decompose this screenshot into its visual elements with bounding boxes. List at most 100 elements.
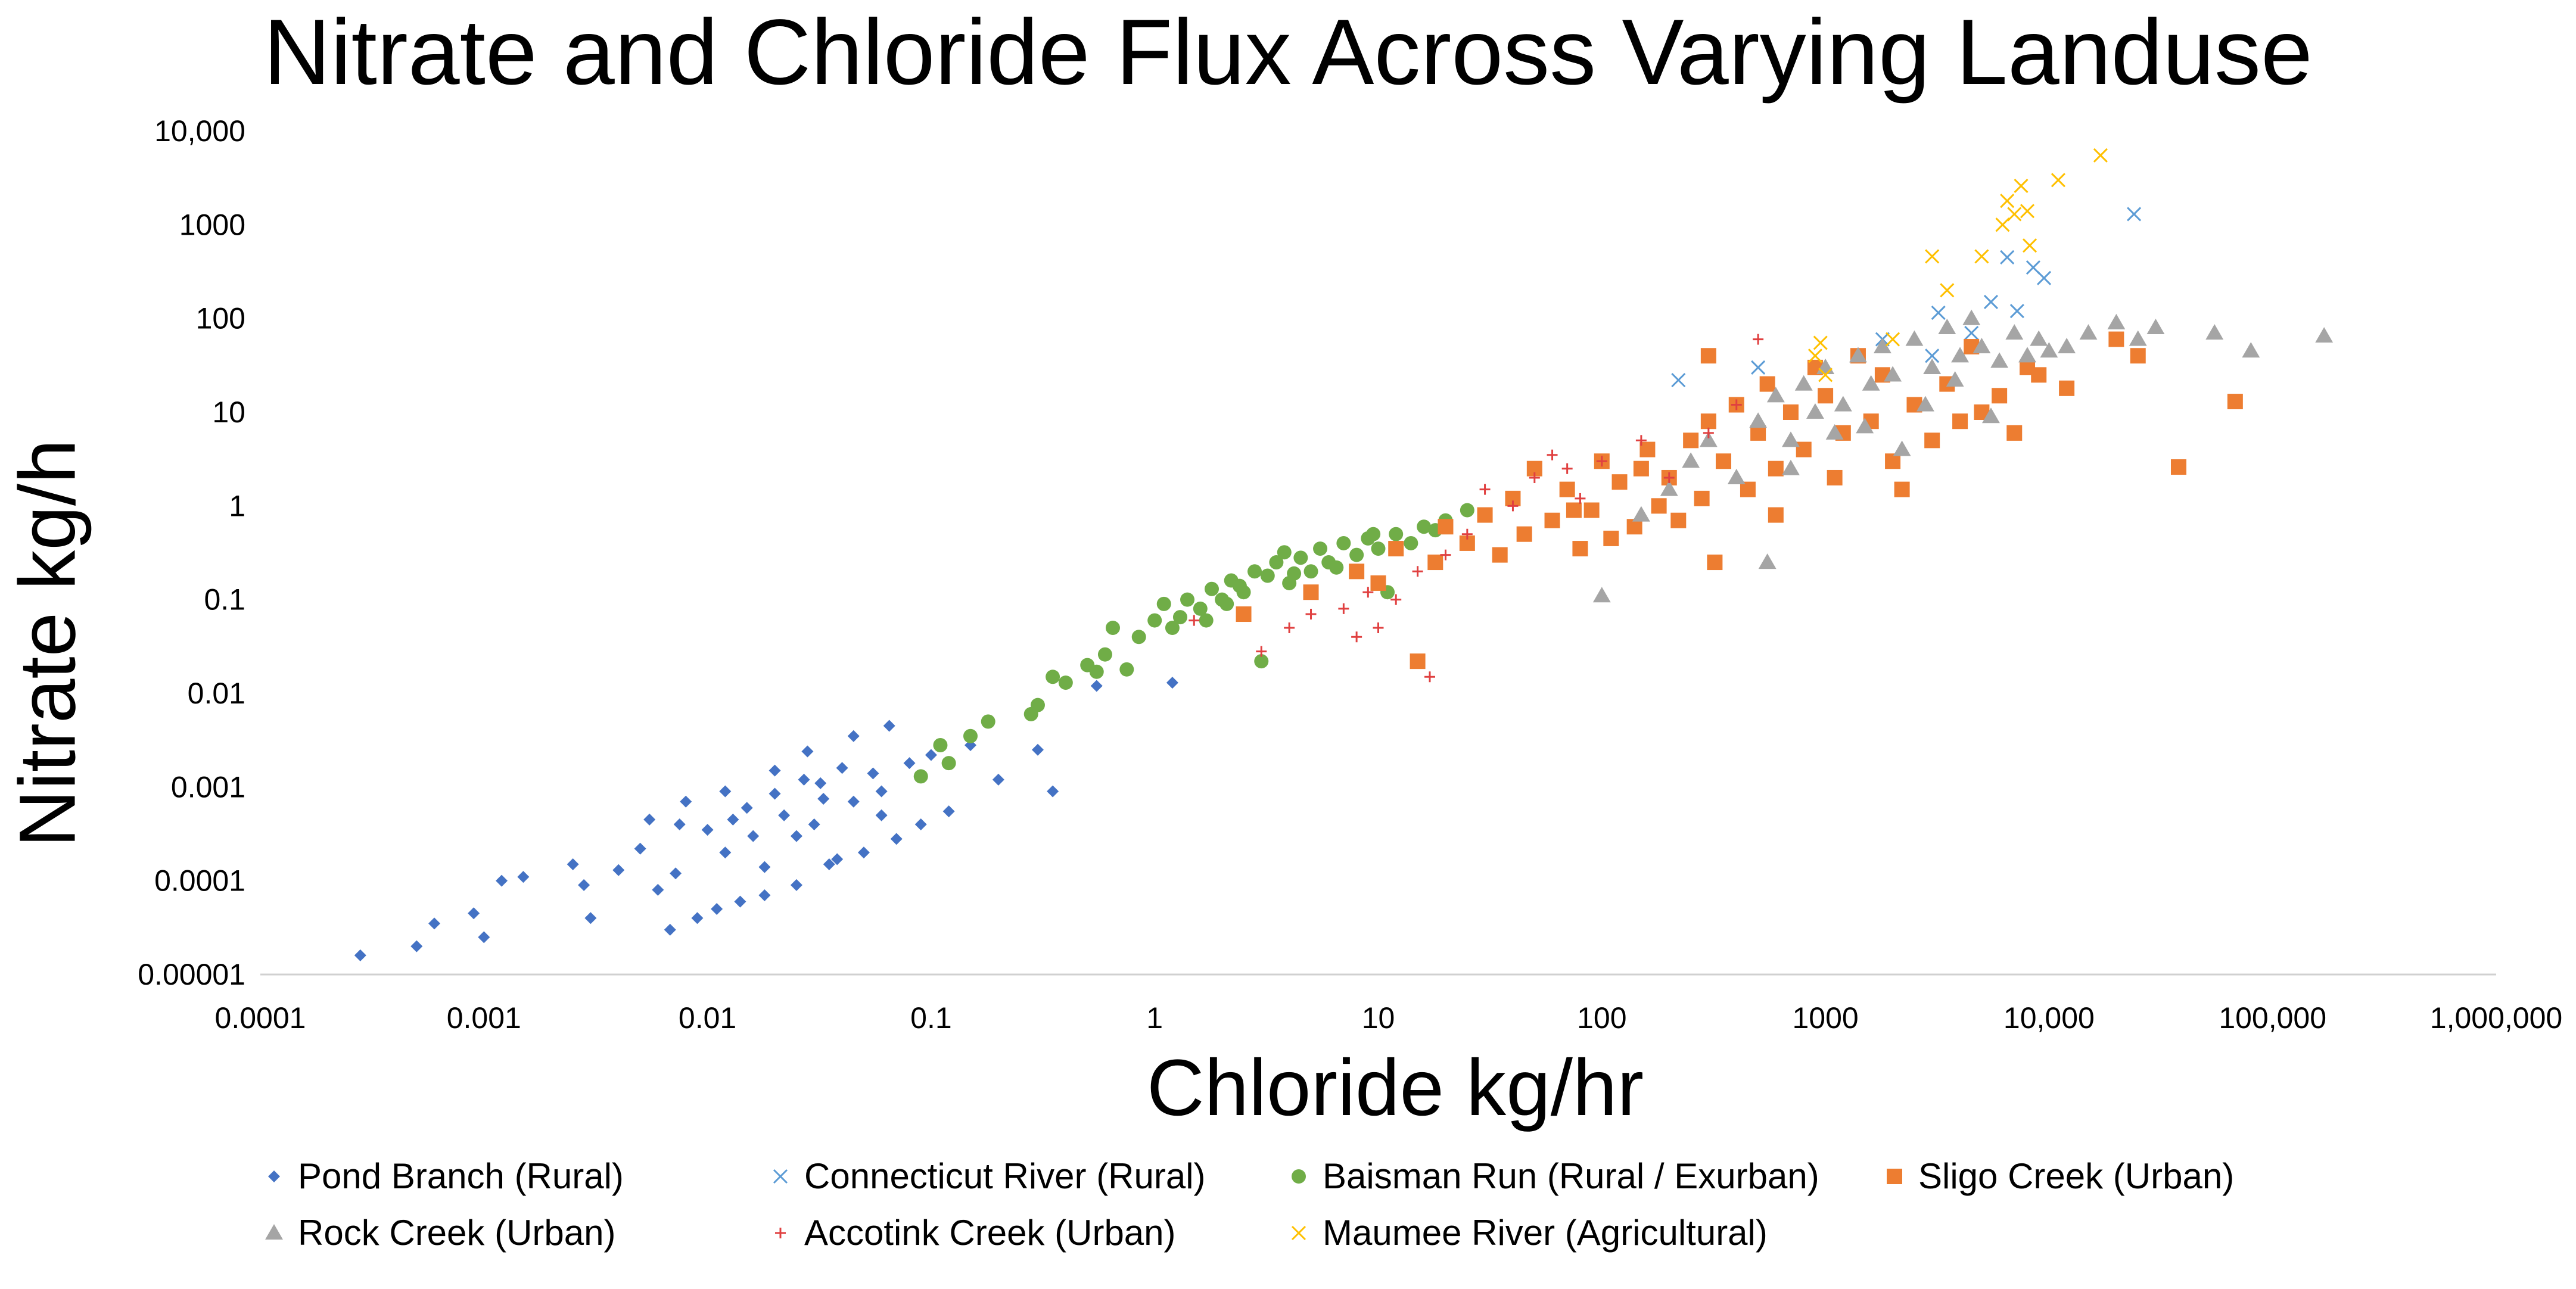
data-point (1952, 413, 1968, 429)
data-point (941, 756, 956, 771)
data-point (1492, 547, 1508, 563)
data-point (567, 858, 579, 870)
data-point (2315, 327, 2334, 343)
data-point (857, 846, 870, 859)
data-point (2031, 367, 2047, 383)
legend-marker-shape (1887, 1168, 1902, 1184)
data-point (1205, 581, 1219, 596)
data-point (1782, 404, 1799, 420)
data-point (925, 749, 937, 761)
plot-area: 0.0001 0.001 0.01 0.1 1 10 100 1000 10,000 100,00… (138, 114, 2562, 1035)
data-point (1992, 388, 2008, 404)
data-point (1923, 358, 1942, 374)
legend-marker (1292, 1169, 1306, 1184)
legend-item: Maumee River (Agricultural) (1281, 1212, 1768, 1253)
legend-item: Rock Creek (Urban) (256, 1212, 615, 1253)
data-point (1460, 503, 1474, 518)
data-point (1566, 502, 1582, 518)
legend-marker (1291, 1225, 1306, 1240)
legend-item: Connecticut River (Rural) (763, 1156, 1206, 1197)
data-point (1199, 613, 1214, 628)
data-point (1700, 413, 1716, 429)
data-point (1931, 306, 1946, 320)
data-point (2007, 207, 2022, 222)
data-point (1753, 334, 1764, 345)
data-point (778, 809, 791, 821)
data-point (981, 714, 995, 729)
data-point (711, 903, 723, 916)
data-point (1995, 217, 2010, 232)
data-point (1834, 396, 1852, 412)
data-point (612, 864, 625, 876)
data-point (1849, 347, 1867, 363)
data-point (1047, 785, 1059, 798)
legend-marker-shape (268, 1170, 280, 1182)
data-point (875, 785, 888, 798)
data-point (2146, 318, 2165, 334)
data-point (1940, 283, 1955, 298)
data-point (1759, 376, 1775, 392)
data-point (867, 767, 879, 780)
x-tick-label: 0.1 (910, 1001, 952, 1035)
data-point (1336, 535, 1351, 550)
data-point (2000, 250, 2015, 264)
data-point (719, 785, 732, 798)
x-tick-label: 0.0001 (215, 1001, 306, 1035)
data-point (1873, 338, 1891, 354)
legend-marker (773, 1169, 788, 1184)
data-point (2127, 207, 2142, 222)
data-point (1172, 610, 1187, 625)
data-point (1412, 566, 1423, 577)
data-point (1671, 373, 1686, 388)
data-point (1990, 352, 2009, 368)
legend-item: Accotink Creek (Urban) (763, 1212, 1176, 1253)
data-point (2170, 459, 2186, 475)
data-point (1305, 609, 1317, 620)
data-point (584, 912, 597, 924)
data-point (1287, 566, 1302, 581)
x-tick-label: 10,000 (2003, 1001, 2095, 1035)
data-point (801, 745, 814, 758)
data-point (1862, 375, 1880, 391)
data-point (1156, 596, 1171, 611)
data-point (1592, 587, 1611, 603)
data-point (1030, 698, 1045, 712)
series-1 (1671, 207, 2142, 388)
data-point (1269, 555, 1284, 570)
data-point (1388, 541, 1404, 557)
legend-marker (775, 1227, 786, 1238)
data-point (1916, 396, 1934, 412)
data-point (790, 879, 802, 891)
data-point (2227, 394, 2243, 410)
data-point (1260, 568, 1275, 583)
data-point (1905, 330, 1924, 346)
legend-marker-shape (1292, 1169, 1306, 1184)
chart-title: Nitrate and Chloride Flux Across Varying… (263, 1, 2313, 104)
data-point (747, 830, 760, 842)
y-tick-label: 0.0001 (154, 864, 245, 898)
data-point (2014, 178, 2029, 194)
data-point (963, 728, 978, 743)
data-point (769, 787, 781, 800)
x-tick-label: 100 (1577, 1001, 1626, 1035)
data-point (992, 773, 1004, 786)
data-point (691, 912, 704, 924)
data-point (1699, 431, 1718, 447)
legend-label: Rock Creek (Urban) (298, 1213, 616, 1253)
data-point (1886, 332, 1900, 347)
data-point (769, 764, 781, 777)
data-point (1389, 527, 1404, 541)
data-point (758, 861, 771, 873)
data-point (1293, 550, 1308, 565)
data-point (933, 737, 948, 752)
data-point (1818, 388, 1834, 404)
data-point (1256, 646, 1267, 657)
data-point (1925, 348, 1940, 363)
x-tick-label: 1,000,000 (2430, 1001, 2562, 1035)
y-tick-label: 0.00001 (138, 958, 245, 991)
data-point (1338, 603, 1349, 614)
data-point (1856, 418, 1874, 434)
data-point (1544, 512, 1560, 528)
data-point (1362, 587, 1374, 598)
data-point (1410, 653, 1426, 670)
